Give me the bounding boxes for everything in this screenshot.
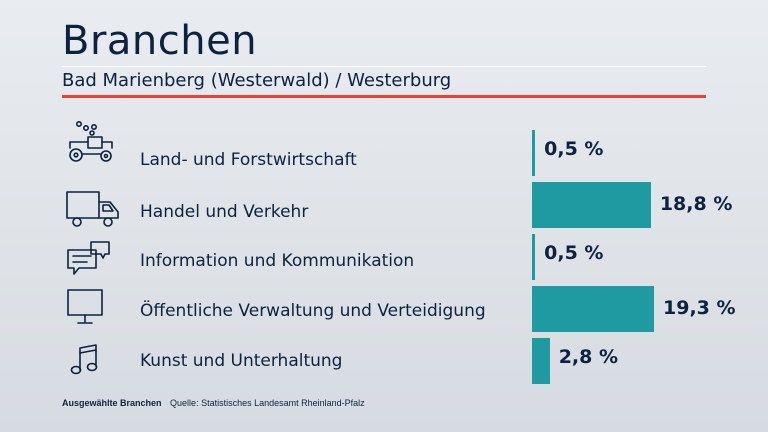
category-label: Handel und Verkehr bbox=[140, 202, 309, 222]
value-label: 0,5 % bbox=[544, 242, 604, 264]
tractor-icon bbox=[62, 118, 122, 162]
accent-divider bbox=[62, 95, 706, 98]
category-label: Öffentliche Verwaltung und Verteidigung bbox=[140, 301, 486, 321]
bar bbox=[532, 182, 651, 228]
page-subtitle: Bad Marienberg (Westerwald) / Westerburg bbox=[62, 70, 452, 91]
value-label: 19,3 % bbox=[663, 297, 736, 319]
truck-icon bbox=[62, 186, 122, 230]
category-label: Information und Kommunikation bbox=[140, 251, 415, 271]
bar bbox=[532, 234, 536, 280]
bar bbox=[532, 338, 550, 384]
bar bbox=[532, 130, 536, 176]
chat-icon bbox=[62, 238, 122, 282]
value-label: 0,5 % bbox=[544, 138, 604, 160]
source-note: Quelle: Statistisches Landesamt Rheinlan… bbox=[170, 398, 365, 408]
monitor-icon bbox=[62, 286, 122, 330]
title-divider bbox=[62, 66, 706, 67]
value-label: 18,8 % bbox=[659, 193, 733, 215]
bar bbox=[532, 286, 654, 332]
page-title: Branchen bbox=[62, 18, 258, 64]
value-label: 2,8 % bbox=[558, 346, 618, 368]
footer-note: Ausgewählte Branchen bbox=[62, 398, 162, 408]
footer: Ausgewählte Branchen Quelle: Statistisch… bbox=[62, 398, 365, 408]
music-note-icon bbox=[62, 338, 122, 382]
category-label: Kunst und Unterhaltung bbox=[140, 351, 343, 371]
category-label: Land- und Forstwirtschaft bbox=[140, 150, 357, 170]
